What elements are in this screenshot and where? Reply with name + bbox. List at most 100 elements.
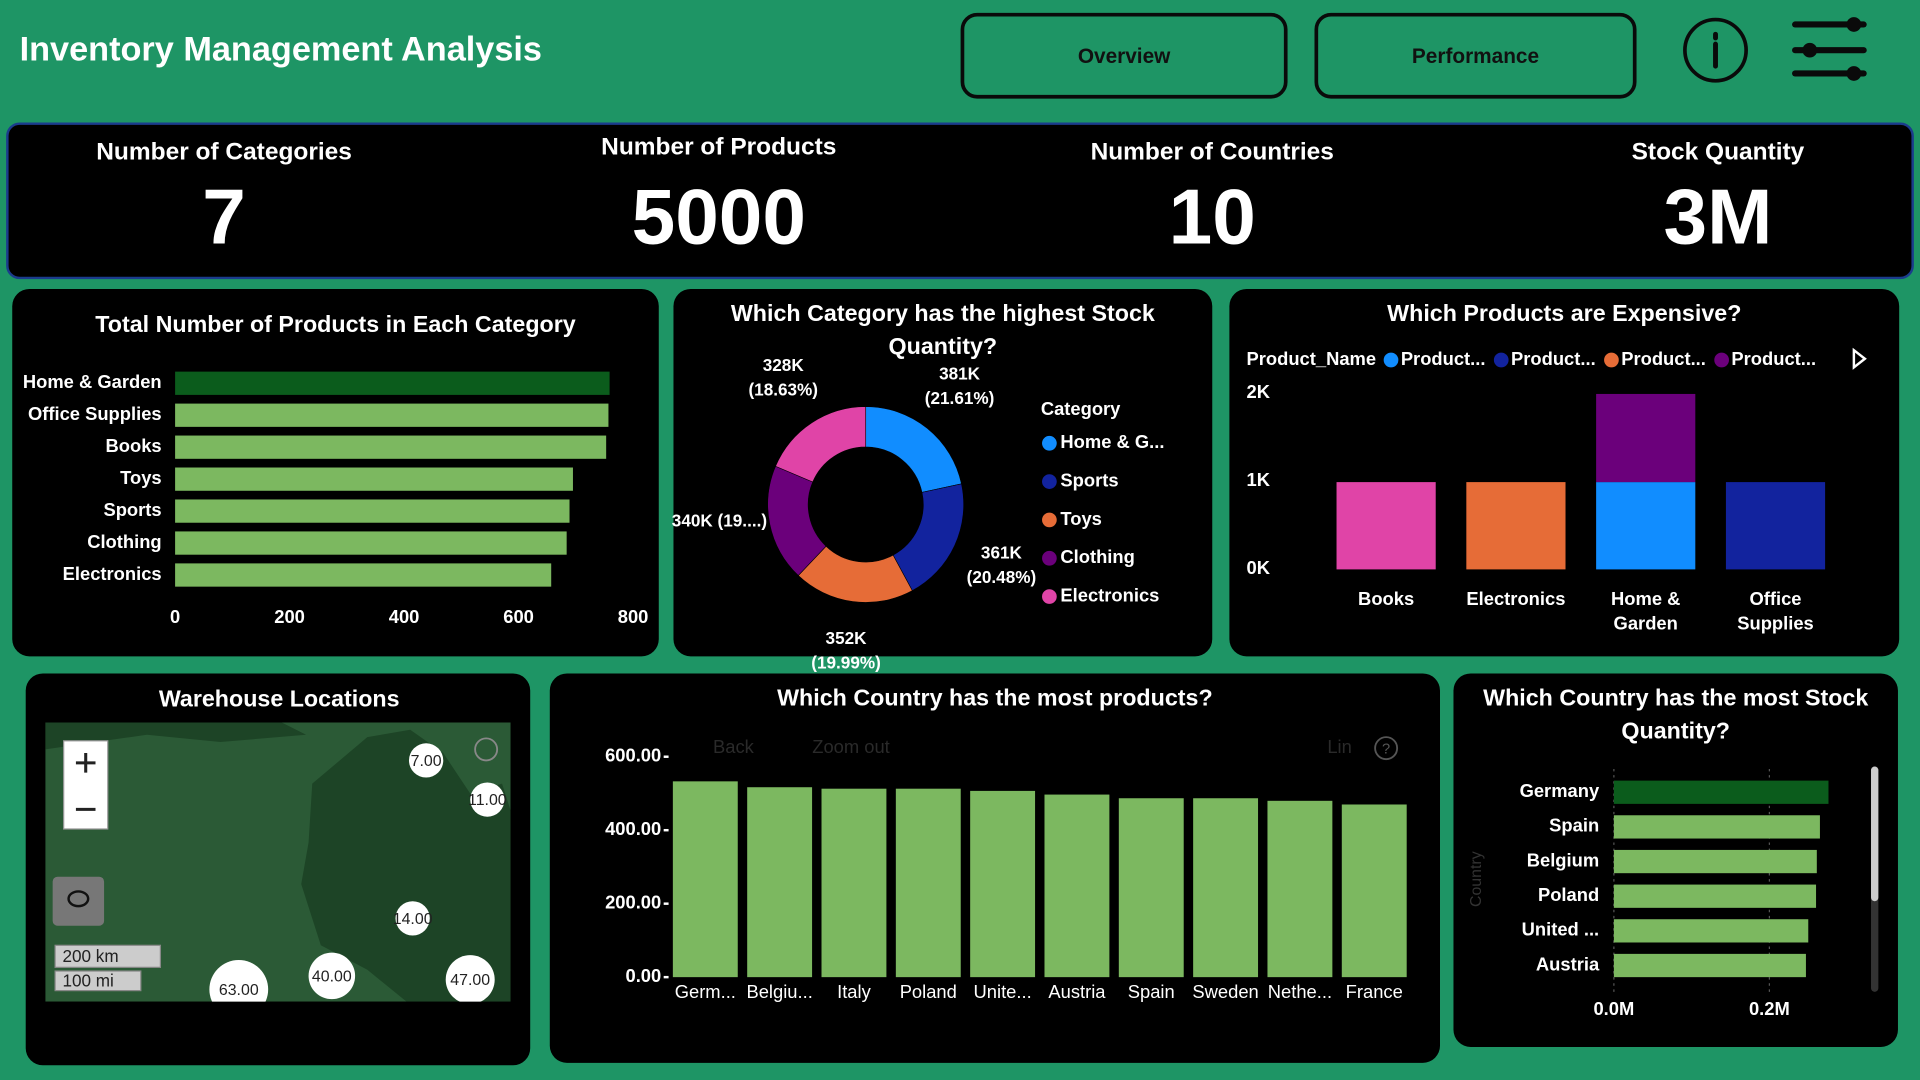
zoom-glyphs — [75, 753, 96, 811]
kpi-label: Number of Countries — [1091, 139, 1334, 166]
map: 7.00 11.00 14.00 40.00 47.00 63.00 — [45, 722, 511, 1019]
x-tick-label: Sweden — [1192, 981, 1258, 1002]
help-icon-glyph: ? — [1382, 741, 1390, 757]
x-tick-label-box: Books — [1358, 589, 1414, 610]
filter-button[interactable] — [1792, 17, 1867, 81]
x-tick-label: Nethe... — [1268, 981, 1332, 1002]
info-button[interactable] — [1683, 17, 1748, 83]
map-land — [45, 722, 511, 1002]
data-label-box: 361K (20.48%) — [967, 542, 1037, 586]
data-label: 328K (18.63%) — [748, 355, 819, 400]
panel-title-box: Which Products are Expensive? — [1387, 301, 1741, 327]
map-bubble-label: 7.00 — [411, 753, 442, 770]
y-tick-label: Spain — [1549, 815, 1599, 836]
map-bubble[interactable] — [308, 952, 356, 1000]
panel-title: Which Country has the most Stock Quantit… — [1483, 685, 1869, 745]
lasso-glyph — [67, 890, 90, 908]
panel-title: Which Category has the highest Stock Qua… — [730, 301, 1155, 360]
data-label: 352K (19.99%) — [811, 628, 881, 673]
x-tick-label: Home & Garden — [1611, 588, 1681, 635]
legend-next[interactable] — [1852, 347, 1867, 370]
y-axis-title: Country — [1468, 851, 1485, 907]
bar-segment — [1466, 482, 1566, 570]
legend-title: Product_Name — [1247, 348, 1377, 369]
bar — [1613, 919, 1809, 943]
toolbar-label: Back — [713, 736, 755, 757]
zoom-controls[interactable] — [63, 740, 109, 830]
x-tick-label: 600 — [503, 606, 534, 627]
map-bubble[interactable] — [395, 901, 430, 936]
y-tick-label: 1K — [1247, 469, 1271, 490]
lasso-button[interactable] — [52, 876, 105, 926]
map-bubble[interactable] — [408, 743, 444, 778]
y-tick-label: Belgium — [1527, 849, 1599, 870]
toolbar-label: Zoom out — [812, 736, 890, 757]
legend-swatch — [1604, 352, 1619, 368]
x-tick-label: Germ... — [675, 981, 736, 1002]
kpi-label: Number of Categories — [96, 139, 352, 166]
map-scale-bar — [54, 944, 162, 968]
bar — [175, 499, 570, 523]
bar — [821, 788, 887, 978]
x-tick-label: Belgiu... — [746, 981, 812, 1002]
bar — [1613, 780, 1829, 804]
y-tick-label: 200.00 — [605, 892, 661, 913]
x-tick-label: Electronics — [1466, 588, 1566, 610]
toolbar-label: Lin — [1327, 736, 1352, 757]
x-tick-label: 0 — [170, 606, 180, 627]
y-tick-label: 2K — [1247, 381, 1271, 402]
legend-swatch — [1042, 512, 1057, 528]
kpi-value: 3M — [1664, 173, 1773, 261]
map-bubble[interactable] — [209, 960, 269, 1019]
legend-label: Product... — [1731, 348, 1816, 369]
x-tick-label: Italy — [837, 981, 871, 1002]
y-tick-label: Office Supplies — [28, 403, 162, 424]
bar — [1613, 815, 1820, 839]
kpi-label: Stock Quantity — [1632, 139, 1805, 166]
bar — [175, 563, 552, 587]
x-tick-label: 200 — [274, 606, 305, 627]
y-tick-label: Sports — [103, 499, 161, 520]
bar-segment — [1725, 482, 1826, 570]
nav-button-frame — [960, 12, 1288, 99]
map-scale-bar — [54, 970, 142, 992]
x-tick-label: Austria — [1048, 981, 1106, 1002]
map-scale-label: 200 km — [62, 946, 118, 966]
panel-title-box: Which Category has the highest Stock Qua… — [730, 301, 1155, 360]
bar — [1193, 798, 1259, 978]
bar — [747, 787, 813, 978]
map-bubble-label: 11.00 — [468, 792, 507, 809]
y-tick-label: Books — [106, 435, 162, 456]
nav-button[interactable]: Performance — [1314, 12, 1637, 99]
x-tick-label: 800 — [618, 606, 649, 627]
scrollbar-thumb[interactable] — [1871, 766, 1879, 902]
page-title: Inventory Management Analysis — [20, 30, 542, 68]
info-icon-ring — [1683, 17, 1748, 83]
map-bubble[interactable] — [445, 955, 495, 1004]
nav-button[interactable]: Overview — [960, 12, 1288, 99]
legend-swatch — [1714, 352, 1729, 368]
map-bubble[interactable] — [470, 782, 505, 817]
y-tick-label: Electronics — [63, 563, 162, 584]
bar — [1118, 798, 1184, 978]
legend-label: Toys — [1060, 508, 1102, 529]
map-bubble-label: 63.00 — [219, 982, 259, 999]
map-help-icon[interactable] — [474, 737, 499, 762]
bar — [1341, 804, 1407, 978]
y-tick-label: 0.00 — [625, 965, 661, 986]
legend-swatch — [1042, 550, 1057, 566]
help-icon[interactable] — [1374, 736, 1399, 761]
donut-slice — [775, 406, 867, 483]
legend-label: Electronics — [1060, 584, 1159, 605]
y-tick-label: Clothing — [87, 531, 161, 552]
bar — [1613, 884, 1817, 908]
y-tick-label: 0K — [1247, 557, 1271, 578]
x-tick-label: 0.0M — [1593, 998, 1634, 1019]
map-bubble-label: 47.00 — [450, 972, 490, 989]
bar — [175, 531, 567, 555]
y-tick-label: United ... — [1522, 919, 1600, 940]
bar — [175, 403, 609, 427]
x-tick-label: 400 — [389, 606, 420, 627]
legend-title: Category — [1041, 398, 1121, 419]
bar-segment — [1596, 482, 1696, 570]
